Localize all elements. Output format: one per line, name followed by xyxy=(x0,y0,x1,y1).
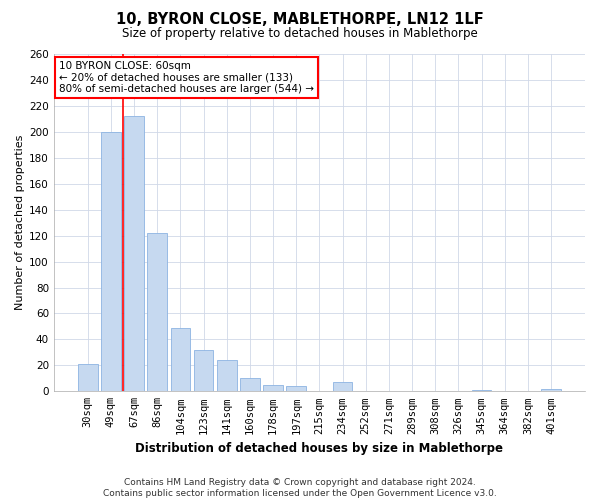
X-axis label: Distribution of detached houses by size in Mablethorpe: Distribution of detached houses by size … xyxy=(136,442,503,455)
Text: Size of property relative to detached houses in Mablethorpe: Size of property relative to detached ho… xyxy=(122,28,478,40)
Bar xyxy=(333,382,352,392)
Bar xyxy=(263,385,283,392)
Bar xyxy=(286,386,306,392)
Text: 10 BYRON CLOSE: 60sqm
← 20% of detached houses are smaller (133)
80% of semi-det: 10 BYRON CLOSE: 60sqm ← 20% of detached … xyxy=(59,60,314,94)
Bar xyxy=(170,328,190,392)
Text: Contains HM Land Registry data © Crown copyright and database right 2024.
Contai: Contains HM Land Registry data © Crown c… xyxy=(103,478,497,498)
Bar xyxy=(78,364,98,392)
Bar xyxy=(101,132,121,392)
Bar xyxy=(240,378,260,392)
Bar xyxy=(124,116,144,392)
Bar xyxy=(148,233,167,392)
Bar xyxy=(472,390,491,392)
Bar xyxy=(217,360,236,392)
Bar xyxy=(541,388,561,392)
Text: 10, BYRON CLOSE, MABLETHORPE, LN12 1LF: 10, BYRON CLOSE, MABLETHORPE, LN12 1LF xyxy=(116,12,484,28)
Bar xyxy=(194,350,214,392)
Y-axis label: Number of detached properties: Number of detached properties xyxy=(15,135,25,310)
